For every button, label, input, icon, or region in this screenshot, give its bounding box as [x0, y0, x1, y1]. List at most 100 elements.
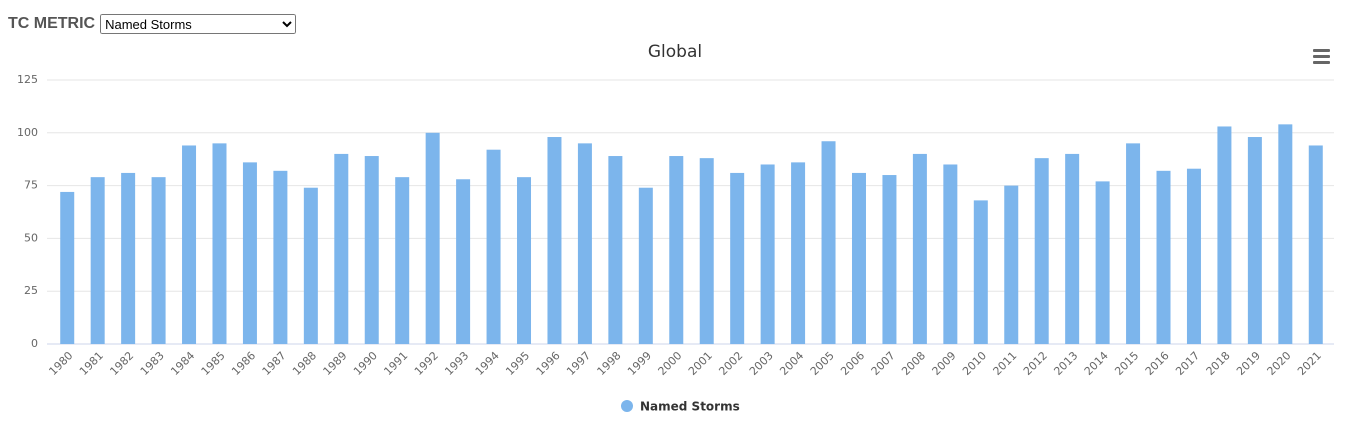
x-tick-label: 2018	[1204, 349, 1233, 378]
metric-select[interactable]: Named Storms	[100, 14, 297, 34]
x-tick-label: 2009	[930, 349, 959, 378]
x-tick-label: 1984	[168, 349, 197, 378]
bar	[303, 187, 318, 344]
x-tick-label: 1985	[199, 349, 228, 378]
bar	[1156, 170, 1171, 344]
y-tick-label: 0	[31, 337, 38, 350]
x-tick-label: 2003	[747, 349, 776, 378]
x-tick-label: 2005	[808, 349, 837, 378]
bar	[1004, 185, 1019, 344]
x-tick-label: 2016	[1143, 349, 1172, 378]
x-tick-label: 2007	[869, 349, 898, 378]
bar	[760, 164, 775, 344]
x-tick-label: 2006	[838, 349, 867, 378]
x-tick-label: 2021	[1295, 349, 1324, 378]
x-tick-label: 2020	[1265, 349, 1294, 378]
x-tick-label: 1988	[290, 349, 319, 378]
x-tick-label: 1996	[534, 349, 563, 378]
bar	[90, 177, 105, 344]
bar	[608, 156, 623, 344]
y-tick-label: 75	[24, 179, 38, 192]
x-tick-label: 2012	[1021, 349, 1050, 378]
bar	[334, 153, 349, 344]
bar	[1065, 153, 1080, 344]
x-tick-label: 1987	[260, 349, 289, 378]
bar	[395, 177, 410, 344]
x-tick-label: 1983	[138, 349, 167, 378]
x-tick-label: 2011	[991, 349, 1020, 378]
bar	[151, 177, 166, 344]
bar	[517, 177, 532, 344]
x-tick-label: 1982	[107, 349, 136, 378]
bar	[638, 187, 653, 344]
bar	[212, 143, 227, 344]
legend-label: Named Storms	[640, 400, 740, 414]
bar	[730, 172, 745, 344]
y-tick-label: 50	[24, 231, 38, 244]
x-tick-label: 1981	[77, 349, 106, 378]
bar	[1217, 126, 1232, 345]
y-tick-label: 25	[24, 284, 38, 297]
bar	[242, 162, 257, 344]
bar	[577, 143, 592, 344]
x-tick-label: 1991	[381, 349, 410, 378]
x-tick-label: 2013	[1051, 349, 1080, 378]
bar	[1034, 158, 1049, 344]
menu-bar	[1313, 49, 1330, 52]
x-tick-label: 2008	[899, 349, 928, 378]
metric-control: TC METRIC Named Storms	[8, 14, 297, 34]
x-tick-label: 1995	[503, 349, 532, 378]
menu-bar	[1313, 55, 1330, 58]
x-tick-label: 2010	[960, 349, 989, 378]
y-tick-label: 100	[17, 126, 38, 139]
x-tick-label: 2004	[777, 349, 806, 378]
bar	[882, 175, 897, 344]
bar	[669, 156, 684, 344]
x-tick-label: 2014	[1082, 349, 1111, 378]
x-tick-label: 1992	[412, 349, 441, 378]
x-tick-label: 1993	[442, 349, 471, 378]
bar	[486, 149, 501, 344]
bar	[121, 172, 136, 344]
bar	[912, 153, 927, 344]
bar	[1186, 168, 1201, 344]
chart-title: Global	[648, 42, 702, 62]
x-tick-label: 2000	[656, 349, 685, 378]
x-tick-label: 2002	[716, 349, 745, 378]
bar	[821, 141, 836, 344]
x-tick-label: 1980	[46, 349, 75, 378]
bar	[1308, 145, 1323, 344]
bar	[425, 132, 440, 344]
legend-marker	[621, 400, 633, 412]
bar	[456, 179, 471, 344]
bar	[60, 191, 75, 344]
x-tick-label: 1997	[564, 349, 593, 378]
x-tick-label: 2017	[1173, 349, 1202, 378]
bar	[943, 164, 958, 344]
bar	[699, 158, 714, 344]
x-tick-label: 1989	[321, 349, 350, 378]
menu-bar	[1313, 61, 1330, 64]
bar	[973, 200, 988, 344]
bar	[364, 156, 379, 344]
bar	[182, 145, 197, 344]
metric-label: TC METRIC	[8, 15, 96, 32]
bar	[1247, 137, 1262, 344]
bar	[1278, 124, 1293, 345]
x-tick-label: 2001	[686, 349, 715, 378]
bar	[791, 162, 806, 344]
x-tick-label: 2019	[1234, 349, 1263, 378]
bar	[273, 170, 288, 344]
x-tick-label: 1994	[473, 349, 502, 378]
x-tick-label: 1998	[595, 349, 624, 378]
x-tick-label: 1986	[229, 349, 258, 378]
x-tick-label: 2015	[1112, 349, 1141, 378]
x-tick-label: 1990	[351, 349, 380, 378]
y-tick-label: 125	[17, 73, 38, 86]
bar	[1126, 143, 1141, 344]
bar	[547, 137, 562, 344]
menu-button[interactable]	[1313, 49, 1330, 64]
bar	[851, 172, 866, 344]
